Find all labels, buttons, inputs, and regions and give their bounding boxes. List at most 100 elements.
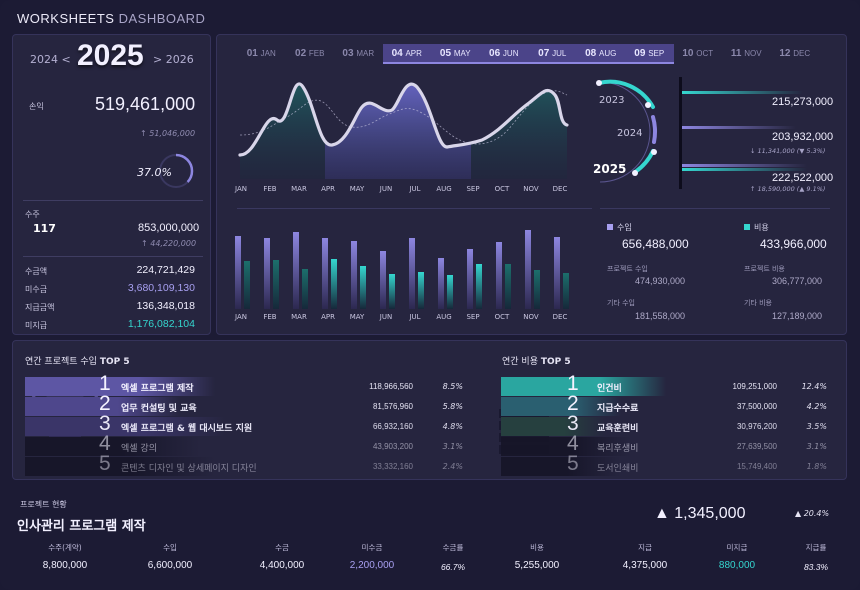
bar-cost	[447, 275, 453, 309]
income-rank-name: 엑셀 프로그램 제작	[121, 384, 194, 394]
income-top5-row[interactable]	[25, 457, 215, 476]
orders-value: 853,000,000	[138, 222, 200, 234]
other-income-value: 181,558,000	[635, 311, 686, 321]
tab-month-jan[interactable]: 01 JAN	[237, 44, 286, 64]
tab-month-num: 10	[682, 48, 697, 59]
orders-count: 117	[33, 222, 56, 235]
project-metric-label: 미지급	[726, 543, 748, 552]
wave-axis-label: DEC	[552, 185, 568, 193]
cost-rank-name: 교육훈련비	[597, 424, 639, 434]
bar-axis-label: DEC	[552, 313, 568, 321]
income-rank-number: 4	[99, 432, 111, 455]
bar-cost	[273, 260, 279, 309]
tab-month-jul[interactable]: 07 JUL	[528, 44, 577, 64]
app-title-main: WORKSHEETS	[17, 11, 115, 26]
tab-month-num: 11	[730, 48, 745, 59]
bar-income	[467, 249, 473, 309]
tab-month-num: 01	[246, 48, 261, 59]
compare-value-2024: 203,932,000	[772, 131, 834, 143]
profit-label: 손익	[29, 102, 44, 111]
cost-top5-row[interactable]	[501, 457, 621, 476]
bar-cost	[331, 259, 337, 309]
project-metric-value: 66.7%	[440, 562, 466, 572]
cost-rank-number: 1	[567, 372, 579, 395]
wave-axis-label: JAN	[235, 185, 247, 193]
profit-rate: 37.0%	[137, 166, 172, 179]
project-metric-value: 880,000	[718, 560, 756, 571]
tab-month-nov[interactable]: 11 NOV	[722, 44, 771, 64]
tab-month-name: DEC	[793, 49, 811, 58]
project-metric-label: 수주(계약)	[48, 543, 82, 552]
income-top5-row[interactable]	[25, 397, 180, 416]
bar-cost	[534, 270, 540, 309]
cost-top5-title-text: 연간 비용	[502, 357, 541, 367]
tab-month-may[interactable]: 05 MAY	[431, 44, 480, 64]
next-year-button[interactable]: > 2026	[153, 53, 194, 66]
income-rank-pct: 2.4%	[442, 462, 463, 471]
bar-cost	[360, 266, 366, 309]
income-top5-title-text: 연간 프로젝트 수입	[25, 357, 100, 367]
wave-axis-label: OCT	[494, 185, 510, 193]
prev-year-button[interactable]: 2024 <	[30, 53, 71, 66]
cost-rank-name: 지급수수료	[597, 404, 639, 414]
profit-value: 519,461,000	[95, 94, 196, 114]
income-rank-pct: 3.1%	[442, 442, 463, 451]
tab-month-apr[interactable]: 04 APR	[382, 44, 431, 64]
bar-axis-label: MAY	[349, 313, 365, 321]
compare-bar-2024	[682, 126, 796, 129]
tab-month-oct[interactable]: 10 OCT	[674, 44, 723, 64]
project-metric-label: 수금	[275, 543, 289, 552]
tab-month-name: JUN	[502, 49, 519, 58]
tab-month-num: 03	[342, 48, 357, 59]
tab-month-num: 04	[391, 48, 406, 59]
income-top5-row[interactable]	[25, 437, 200, 456]
income-top5-row[interactable]	[25, 417, 225, 436]
compare-value-2023: 215,273,000	[772, 96, 834, 108]
tab-month-num: 06	[489, 48, 503, 59]
bar-axis-label: JUN	[379, 313, 393, 321]
bar-axis-label: FEB	[263, 313, 277, 321]
bar-axis-label: JUL	[409, 313, 421, 321]
divider	[23, 256, 203, 257]
income-top5-row[interactable]	[25, 377, 215, 396]
year-label-2024: 2024	[617, 128, 643, 139]
income-rank-value: 118,966,560	[369, 382, 413, 391]
bar-cost	[563, 273, 569, 309]
cost-rank-value: 37,500,000	[736, 402, 777, 411]
cost-rank-pct: 1.8%	[806, 462, 827, 471]
cost-top5-row[interactable]	[501, 377, 666, 396]
project-metric-value: 4,375,000	[622, 560, 668, 571]
cost-rank-number: 3	[567, 412, 579, 435]
payment-row-value: 224,721,429	[136, 264, 195, 276]
project-metric-label: 수금률	[442, 543, 464, 552]
divider	[23, 200, 203, 201]
compare-bar-2025	[682, 164, 807, 167]
tab-month-mar[interactable]: 03 MAR	[334, 44, 383, 64]
tab-month-name: JAN	[260, 49, 276, 58]
cost-rank-pct: 4.2%	[806, 402, 827, 411]
income-label: 수입	[617, 223, 632, 232]
tab-month-name: OCT	[696, 49, 714, 58]
bar-axis-label: OCT	[494, 313, 510, 321]
cost-top5-row[interactable]	[501, 397, 621, 416]
bar-axis-label: NOV	[523, 313, 539, 321]
tab-month-sep[interactable]: 09 SEP	[625, 44, 674, 64]
bar-cost	[505, 264, 511, 309]
tab-month-jun[interactable]: 06 JUN	[479, 44, 528, 64]
cost-top5-row[interactable]	[501, 417, 606, 436]
payment-row-value: 1,176,082,104	[127, 318, 195, 330]
cost-top5-row[interactable]	[501, 437, 631, 456]
wave-axis-label: SEP	[466, 185, 480, 193]
bar-cost	[244, 261, 250, 309]
profit-rate-ring	[158, 153, 194, 189]
income-rank-name: 엑셀 강의	[121, 444, 157, 454]
cost-top5-title-bold: TOP 5	[540, 357, 571, 367]
bar-axis-label: AUG	[436, 313, 452, 321]
tab-month-dec[interactable]: 12 DEC	[771, 44, 820, 64]
tab-month-feb[interactable]: 02 FEB	[286, 44, 335, 64]
other-cost-label: 기타 비용	[744, 299, 772, 307]
summary-panel: 2024 < 2025 > 2026 손익 519,461,000 ↑ 51,0…	[12, 34, 211, 335]
tab-month-num: 02	[295, 48, 309, 59]
tab-month-aug[interactable]: 08 AUG	[576, 44, 625, 64]
income-value: 656,488,000	[622, 237, 689, 251]
